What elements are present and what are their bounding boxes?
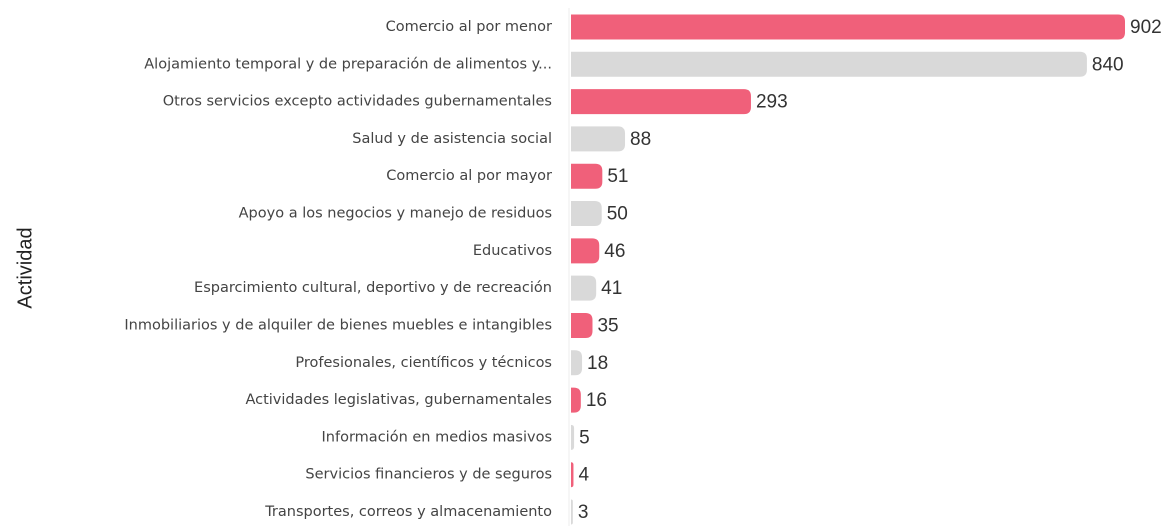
bar xyxy=(571,424,575,450)
bar xyxy=(571,462,574,488)
value-label: 4 xyxy=(578,465,589,486)
category-label: Profesionales, científicos y técnicos xyxy=(295,355,552,371)
bar xyxy=(571,499,573,525)
value-label: 293 xyxy=(756,92,788,113)
value-label: 88 xyxy=(630,129,651,150)
value-label: 902 xyxy=(1130,17,1162,38)
category-label: Comercio al por mayor xyxy=(386,168,552,184)
category-label: Comercio al por menor xyxy=(386,19,552,35)
category-label: Alojamiento temporal y de preparación de… xyxy=(144,56,552,72)
y-axis-label: Actividad xyxy=(14,227,36,308)
bar xyxy=(571,51,1087,77)
bar xyxy=(571,387,581,413)
value-label: 46 xyxy=(604,241,625,262)
bar xyxy=(571,312,593,338)
value-label: 41 xyxy=(601,278,622,299)
value-label: 18 xyxy=(587,353,608,374)
value-label: 50 xyxy=(607,204,628,225)
bar xyxy=(571,238,600,264)
category-label: Otros servicios excepto actividades gube… xyxy=(163,94,552,110)
category-label: Actividades legislativas, gubernamentale… xyxy=(245,392,552,408)
value-label: 51 xyxy=(607,166,628,187)
value-label: 5 xyxy=(579,427,590,448)
category-label: Inmobiliarios y de alquiler de bienes mu… xyxy=(124,317,552,333)
bar xyxy=(571,163,603,189)
category-label: Transportes, correos y almacenamiento xyxy=(264,504,552,520)
bar xyxy=(571,275,597,301)
category-label: Apoyo a los negocios y manejo de residuo… xyxy=(239,206,552,222)
category-label: Servicios financieros y de seguros xyxy=(305,467,552,483)
bar xyxy=(571,89,751,115)
value-label: 35 xyxy=(597,315,618,336)
bar xyxy=(571,350,583,376)
category-label: Información en medios masivos xyxy=(322,429,552,445)
bar xyxy=(571,14,1125,40)
value-label: 840 xyxy=(1092,54,1124,75)
category-label: Salud y de asistencia social xyxy=(352,131,552,147)
bar xyxy=(571,126,626,152)
value-label: 3 xyxy=(578,502,589,523)
value-label: 16 xyxy=(586,390,607,411)
bar xyxy=(571,201,602,227)
category-label: Esparcimiento cultural, deportivo y de r… xyxy=(194,280,552,296)
category-label: Educativos xyxy=(473,243,552,259)
